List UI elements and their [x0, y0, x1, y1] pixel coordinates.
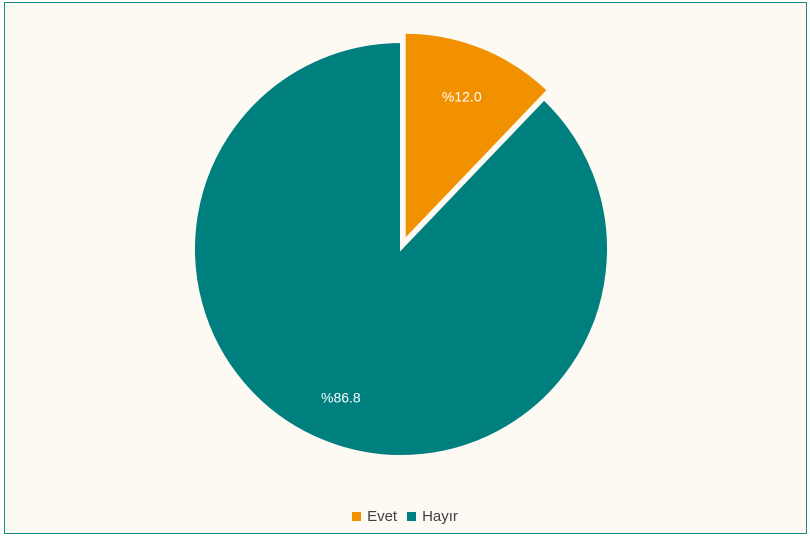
- pie-slice-hay-r: [193, 40, 609, 457]
- pie-slice-evet: [403, 31, 550, 243]
- legend-item-hayir: Hayır: [407, 508, 458, 525]
- data-label-hay-r: %86.8: [321, 390, 361, 406]
- legend-item-evet: Evet: [352, 508, 397, 525]
- legend: Evet Hayır: [0, 508, 810, 525]
- legend-swatch-hayir: [407, 512, 417, 521]
- legend-label-evet: Evet: [367, 508, 398, 525]
- data-label-evet: %12.0: [442, 88, 482, 104]
- legend-swatch-evet: [352, 512, 362, 521]
- legend-label-hayir: Hayır: [422, 508, 458, 525]
